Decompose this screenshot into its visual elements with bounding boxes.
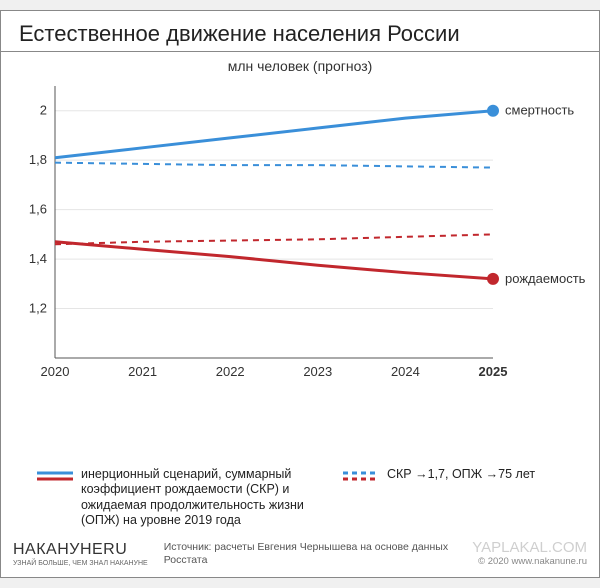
legend-dashed: СКР →1,7, ОПЖ →75 лет bbox=[343, 467, 535, 483]
svg-text:2020: 2020 bbox=[41, 364, 70, 379]
logo-right: YAPLAKAL.COM © 2020 www.nakanune.ru bbox=[472, 539, 587, 567]
chart-area: 1,2 1,4 1,6 1,8 2 2020 2021 2022 2023 2024 2025 сме… bbox=[1, 76, 599, 459]
svg-text:2023: 2023 bbox=[303, 364, 332, 379]
legend-solid: инерционный сценарий, суммарный коэффици… bbox=[37, 467, 311, 530]
svg-text:2022: 2022 bbox=[216, 364, 245, 379]
svg-text:2: 2 bbox=[40, 103, 47, 118]
logo-left-sub: УЗНАЙ БОЛЬШЕ, ЧЕМ ЗНАЛ НАКАНУНЕ bbox=[13, 560, 148, 567]
legend-dashed-label: СКР →1,7, ОПЖ →75 лет bbox=[387, 467, 535, 483]
watermark: YAPLAKAL.COM bbox=[472, 539, 587, 556]
chart-title: Естественное движение населения России bbox=[1, 11, 599, 52]
svg-text:2025: 2025 bbox=[479, 364, 508, 379]
chart-subtitle: млн человек (прогноз) bbox=[1, 52, 599, 76]
svg-text:2021: 2021 bbox=[128, 364, 157, 379]
svg-text:1,4: 1,4 bbox=[29, 251, 47, 266]
source-text: Источник: расчеты Евгения Чернышева на о… bbox=[158, 541, 463, 567]
series-label-birth_inertial: рождаемость bbox=[505, 271, 586, 286]
legend-solid-label: инерционный сценарий, суммарный коэффици… bbox=[81, 467, 311, 530]
chart-card: Естественное движение населения России м… bbox=[0, 10, 600, 578]
footer: НАКАНУНЕRU УЗНАЙ БОЛЬШЕ, ЧЕМ ЗНАЛ НАКАНУ… bbox=[1, 533, 599, 577]
legend: инерционный сценарий, суммарный коэффици… bbox=[1, 459, 599, 534]
logo-left-main: НАКАНУНЕRU bbox=[13, 541, 148, 559]
copyright: © 2020 www.nakanune.ru bbox=[472, 556, 587, 567]
legend-swatch-solid bbox=[37, 469, 73, 483]
svg-text:1,6: 1,6 bbox=[29, 202, 47, 217]
legend-swatch-dashed bbox=[343, 469, 379, 483]
svg-text:2024: 2024 bbox=[391, 364, 420, 379]
logo-left: НАКАНУНЕRU УЗНАЙ БОЛЬШЕ, ЧЕМ ЗНАЛ НАКАНУ… bbox=[13, 541, 148, 567]
series-label-death_inertial: смертность bbox=[505, 103, 574, 118]
line-chart: 1,2 1,4 1,6 1,8 2 2020 2021 2022 2023 2024 2025 сме… bbox=[13, 76, 589, 386]
svg-text:1,8: 1,8 bbox=[29, 152, 47, 167]
svg-text:1,2: 1,2 bbox=[29, 301, 47, 316]
